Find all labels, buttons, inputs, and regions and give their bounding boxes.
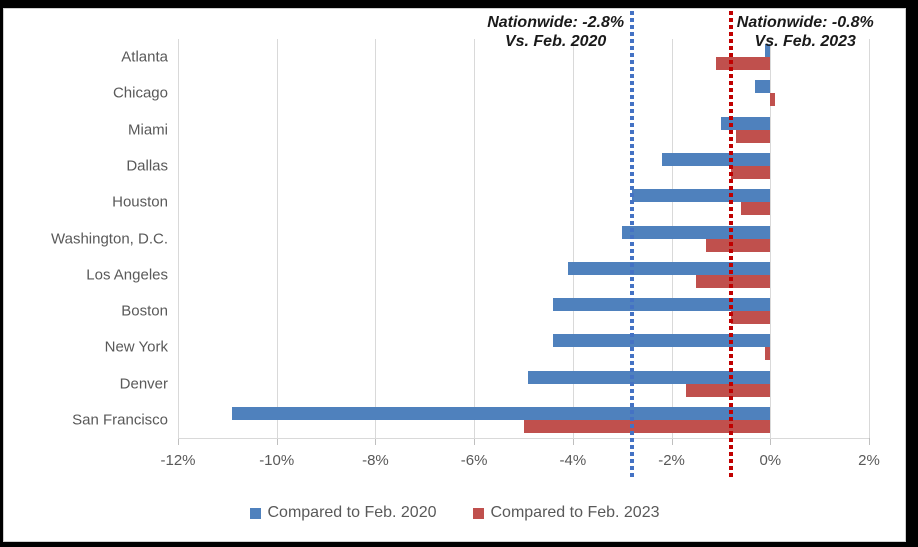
plot-area: -12% -10% -8% -6% -4% -2% 0% 2% Atlanta Chicago Mi… bbox=[4, 9, 905, 541]
bar-feb2020-new-york bbox=[553, 334, 771, 348]
bar-feb2023-new-york bbox=[765, 347, 771, 361]
x-axis-line bbox=[178, 438, 869, 439]
category-label: Denver bbox=[119, 375, 168, 393]
category-label: Dallas bbox=[126, 157, 168, 175]
gridline bbox=[375, 39, 377, 438]
bar-feb2020-miami bbox=[720, 116, 771, 130]
bar-feb2020-denver bbox=[528, 370, 771, 384]
category-label: Chicago bbox=[112, 84, 168, 102]
category-label: Los Angeles bbox=[86, 266, 168, 284]
axis-tick bbox=[178, 438, 179, 445]
axis-tick bbox=[375, 438, 377, 445]
legend-label: Compared to Feb. 2020 bbox=[267, 504, 437, 521]
bar-feb2023-chicago bbox=[770, 93, 776, 107]
category-label: Miami bbox=[128, 121, 168, 139]
legend-label: Compared to Feb. 2023 bbox=[490, 504, 660, 521]
x-tick-label: -4% bbox=[559, 452, 587, 469]
x-tick-label: -6% bbox=[460, 452, 488, 469]
category-label: Boston bbox=[121, 302, 168, 320]
category-label: Atlanta bbox=[121, 48, 168, 66]
category-label: Houston bbox=[112, 193, 168, 211]
annotation-line: Nationwide: -2.8% bbox=[487, 14, 625, 31]
axis-tick bbox=[276, 438, 278, 445]
gridline bbox=[178, 39, 179, 438]
axis-tick bbox=[474, 438, 476, 445]
bar-feb2020-chicago bbox=[755, 80, 771, 94]
bar-feb2023-miami bbox=[735, 129, 771, 143]
bar-feb2023-denver bbox=[686, 383, 771, 397]
bar-feb2020-boston bbox=[553, 298, 771, 312]
annotation-line: Nationwide: -0.8% bbox=[736, 14, 874, 31]
gridline bbox=[276, 39, 278, 438]
bar-feb2020-san-francisco bbox=[232, 406, 771, 420]
axis-tick bbox=[572, 438, 574, 445]
annotation-nationwide-2023: Nationwide: -0.8% Vs. Feb. 2023 bbox=[737, 13, 874, 51]
bar-feb2020-atlanta bbox=[765, 44, 771, 58]
category-label: San Francisco bbox=[72, 411, 168, 429]
x-tick-label: -12% bbox=[160, 452, 196, 469]
bar-feb2020-los-angeles bbox=[567, 261, 771, 275]
legend-swatch-red bbox=[472, 507, 484, 519]
bar-feb2020-dallas bbox=[661, 152, 771, 166]
nationwide-reference-line-2020 bbox=[630, 11, 635, 479]
bar-feb2023-boston bbox=[730, 311, 771, 325]
gridline bbox=[869, 39, 870, 438]
bar-feb2020-houston bbox=[632, 189, 771, 203]
annotation-nationwide-2020: Nationwide: -2.8% Vs. Feb. 2020 bbox=[487, 13, 624, 51]
legend: Compared to Feb. 2020 Compared to Feb. 2… bbox=[4, 504, 905, 522]
bar-feb2020-washington-d-c- bbox=[622, 225, 771, 239]
bar-feb2023-dallas bbox=[730, 165, 771, 179]
bar-chart: -12% -10% -8% -6% -4% -2% 0% 2% Atlanta Chicago Mi… bbox=[3, 8, 906, 542]
gridline bbox=[671, 39, 673, 438]
legend-item-feb-2023: Compared to Feb. 2023 bbox=[472, 504, 660, 522]
category-label: New York bbox=[104, 338, 168, 356]
annotation-line: Vs. Feb. 2023 bbox=[754, 33, 856, 50]
legend-item-feb-2020: Compared to Feb. 2020 bbox=[249, 504, 437, 522]
bar-feb2023-houston bbox=[740, 202, 771, 216]
gridline bbox=[572, 39, 574, 438]
axis-tick bbox=[671, 438, 673, 445]
bar-feb2023-washington-d-c- bbox=[706, 238, 771, 252]
x-tick-label: 0% bbox=[759, 452, 782, 469]
axis-tick bbox=[869, 438, 870, 445]
bar-feb2023-los-angeles bbox=[696, 274, 771, 288]
gridline bbox=[474, 39, 476, 438]
x-tick-label: -10% bbox=[259, 452, 295, 469]
legend-swatch-blue bbox=[249, 507, 261, 519]
bar-feb2023-atlanta bbox=[715, 57, 771, 71]
bar-feb2023-san-francisco bbox=[523, 419, 771, 433]
x-tick-label: -8% bbox=[362, 452, 389, 469]
annotation-line: Vs. Feb. 2020 bbox=[504, 33, 607, 50]
nationwide-reference-line-2023 bbox=[728, 11, 733, 479]
axis-tick bbox=[770, 438, 772, 445]
x-tick-label: -2% bbox=[658, 452, 685, 469]
x-tick-label: 2% bbox=[858, 452, 880, 469]
category-label: Washington, D.C. bbox=[51, 230, 168, 247]
gridline bbox=[770, 39, 772, 438]
